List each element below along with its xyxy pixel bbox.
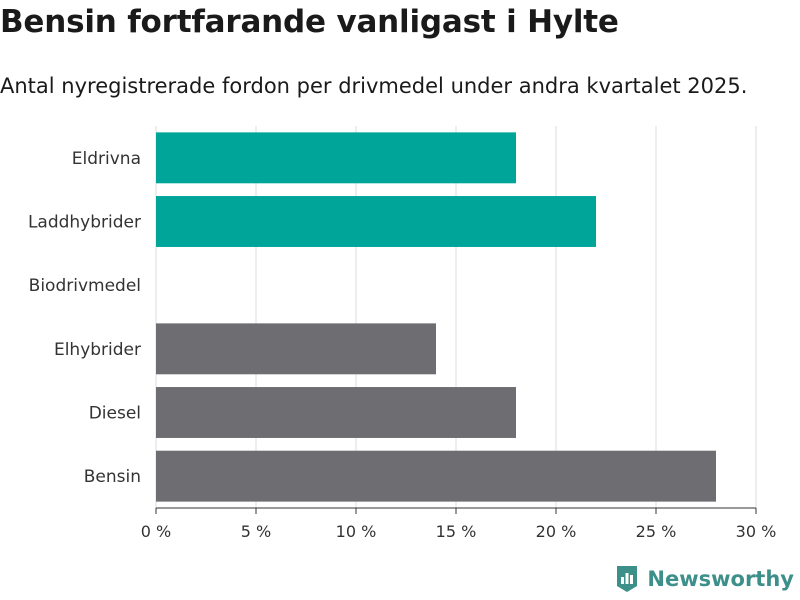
x-tick-label: 5 %	[241, 522, 271, 541]
x-tick-label: 0 %	[141, 522, 171, 541]
category-label: Elhybrider	[54, 340, 141, 360]
category-label: Bensin	[84, 467, 141, 487]
newsworthy-logo-icon	[617, 566, 638, 592]
bar-eldrivna	[156, 132, 516, 184]
brand-name: Newsworthy	[647, 567, 794, 591]
category-label: Diesel	[89, 404, 141, 424]
x-tick-label: 25 %	[636, 522, 677, 541]
x-tick-label: 10 %	[336, 522, 377, 541]
category-label: Biodrivmedel	[29, 276, 141, 296]
brand-logo: Newsworthy	[615, 564, 794, 594]
chart-subtitle: Antal nyregistrerade fordon per drivmede…	[0, 74, 748, 98]
bar-chart: Eldrivna Laddhybrider Biodrivmedel Elhybrid…	[28, 126, 777, 541]
x-tick-label: 20 %	[536, 522, 577, 541]
bar-laddhybrider	[156, 196, 596, 247]
x-tick-label: 15 %	[436, 522, 477, 541]
chart-title: Bensin fortfarande vanligast i Hylte	[0, 4, 619, 40]
bar-diesel	[156, 387, 516, 438]
category-label: Laddhybrider	[28, 213, 141, 233]
x-tick-label: 30 %	[736, 522, 777, 541]
bar-bensin	[156, 450, 716, 502]
bar-elhybrider	[156, 323, 436, 375]
category-label: Eldrivna	[72, 149, 141, 169]
